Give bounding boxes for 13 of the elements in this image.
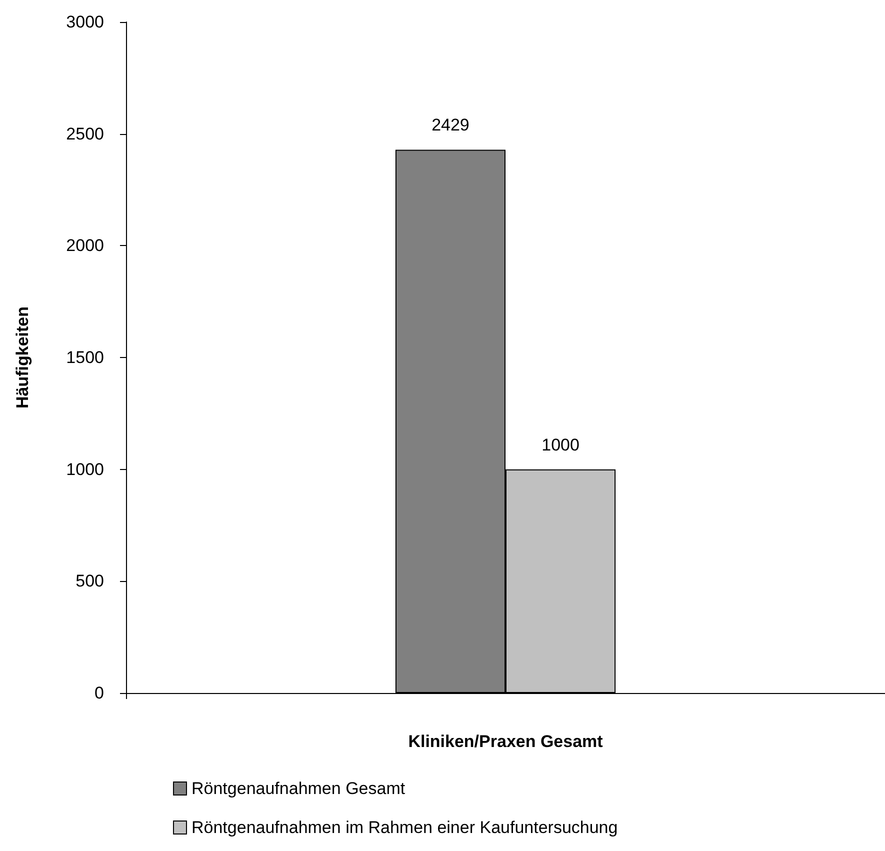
data-label: 1000 (542, 435, 580, 454)
y-tick-label: 2000 (66, 236, 104, 256)
y-tick-label: 3000 (66, 12, 104, 32)
y-tick-label: 2500 (66, 124, 104, 144)
data-label: 2429 (432, 116, 470, 135)
y-tick-label: 500 (76, 572, 104, 591)
y-tick-label: 0 (94, 684, 104, 702)
legend-label: Röntgenaufnahmen im Rahmen einer Kaufuntersuchung (192, 818, 618, 837)
y-tick-label: 1500 (66, 348, 104, 367)
legend-label: Röntgenaufnahmen Gesamt (192, 779, 406, 798)
x-axis-title: Kliniken/Praxen Gesamt (408, 732, 604, 751)
y-tick-label: 1000 (66, 460, 104, 479)
y-axis-title: Häufigkeiten (13, 306, 32, 409)
